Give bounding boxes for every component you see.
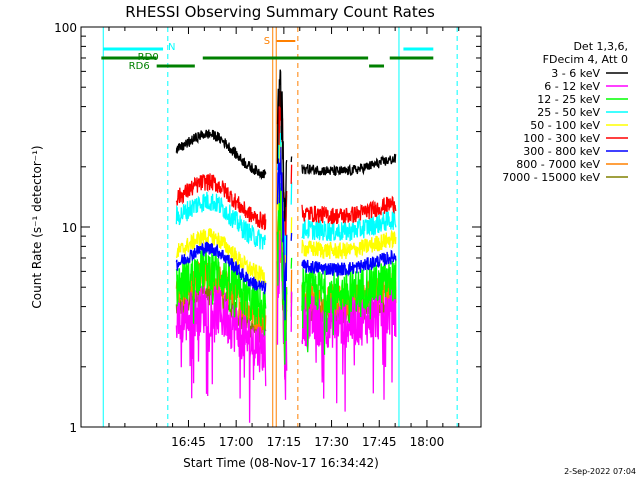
legend-label: 12 - 25 keV xyxy=(537,93,600,106)
series-line xyxy=(301,195,397,225)
series-line xyxy=(276,146,288,321)
x-axis-label: Start Time (08-Nov-17 16:34:42) xyxy=(183,456,379,470)
legend-label: 25 - 50 keV xyxy=(537,106,600,119)
series-line xyxy=(276,69,288,222)
series-line xyxy=(301,259,397,355)
series-line xyxy=(175,228,267,286)
x-tick-label: 17:00 xyxy=(219,435,254,449)
legend-header: FDecim 4, Att 0 xyxy=(543,53,628,66)
legend-label: 100 - 300 keV xyxy=(523,132,600,145)
series-line xyxy=(301,208,397,242)
x-tick-label: 16:45 xyxy=(171,435,206,449)
legend-label: 800 - 7000 keV xyxy=(516,158,600,171)
footer-timestamp: 2-Sep-2022 07:04 xyxy=(564,467,636,476)
y-tick-label: 10 xyxy=(62,221,77,235)
series-line xyxy=(301,229,397,260)
x-tick-label: 17:15 xyxy=(267,435,302,449)
series-line xyxy=(175,241,267,295)
saa-label: S xyxy=(264,36,270,47)
series-line xyxy=(175,248,267,336)
y-tick-label: 1 xyxy=(69,421,77,435)
series-line xyxy=(175,173,267,231)
legend-label: 3 - 6 keV xyxy=(551,67,600,80)
series-line xyxy=(175,284,267,423)
decim-label: RD0 xyxy=(138,52,159,63)
y-axis-label: Count Rate (s⁻¹ detector⁻¹) xyxy=(30,145,44,308)
axes: 16:45 17:00 17:15 17:30 17:45 18:00 1 10 100 xyxy=(54,21,481,449)
chart-title: RHESSI Observing Summary Count Rates xyxy=(125,3,435,21)
legend-label: 6 - 12 keV xyxy=(544,80,600,93)
decim-label: RD6 xyxy=(129,61,150,72)
series-line xyxy=(301,249,397,278)
series-line xyxy=(175,129,267,181)
legend-header: Det 1,3,6, xyxy=(573,40,628,53)
legend-label: 50 - 100 keV xyxy=(530,119,600,132)
night-label: N xyxy=(168,42,175,53)
series-line xyxy=(276,216,288,400)
series-line xyxy=(301,153,397,176)
x-tick-label: 18:00 xyxy=(410,435,445,449)
series-line xyxy=(175,191,267,250)
legend-label: 7000 - 15000 keV xyxy=(502,171,600,184)
y-tick-label: 100 xyxy=(54,21,77,35)
legend-label: 300 - 800 keV xyxy=(523,145,600,158)
x-tick-label: 17:45 xyxy=(362,435,397,449)
series-line xyxy=(276,183,288,365)
x-tick-label: 17:30 xyxy=(314,435,349,449)
